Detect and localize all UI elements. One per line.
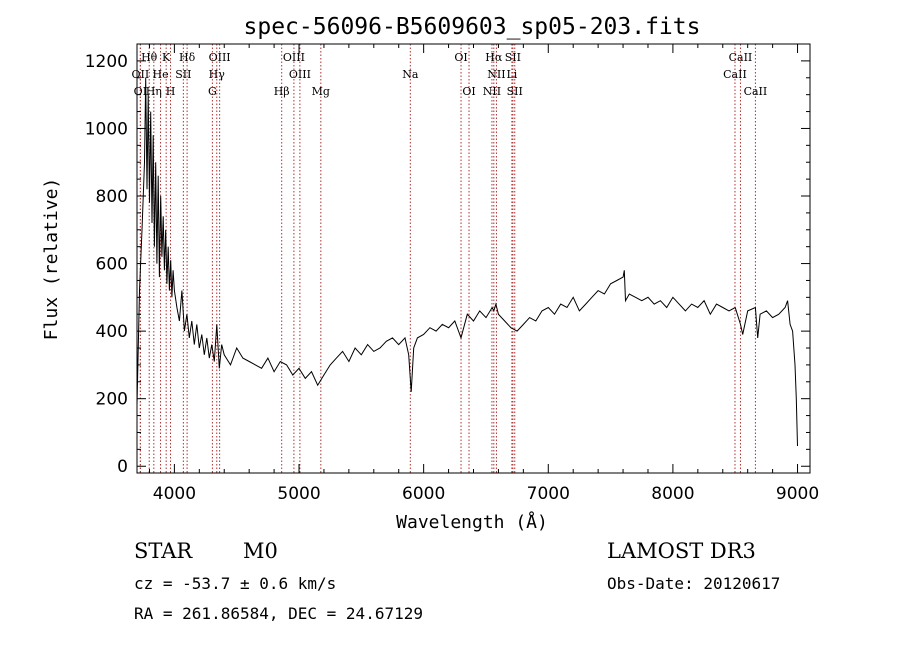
y-tick-label: 1000 [85, 119, 128, 139]
spectral-line-label: Hθ [141, 51, 158, 64]
spectral-line-label: SII [505, 51, 521, 64]
spectral-line-label: Hα [485, 51, 503, 64]
spectral-line-markers [139, 44, 756, 473]
spectral-line-label: OI [462, 85, 475, 98]
spectral-line-label: OII [132, 68, 150, 81]
axis-ticks: 4000 5000 6000 7000 8000 9000 0 200 400 600 800 100… [85, 43, 819, 504]
obs-date: Obs-Date: 20120617 [607, 574, 781, 593]
survey-name: LAMOST DR3 [607, 539, 756, 563]
y-tick-label: 200 [96, 390, 128, 410]
spectral-line-label: OIII [283, 51, 305, 64]
spectral-line-label: Li [506, 68, 517, 81]
y-tick-label: 1200 [85, 52, 128, 72]
spectral-line-label: CaII [729, 51, 753, 64]
spectral-line-label: Hη [146, 85, 162, 98]
spectral-line-label: He [153, 68, 169, 81]
spectral-line-label: G [208, 85, 217, 98]
y-tick-label: 800 [96, 187, 128, 207]
object-class: STAR [134, 539, 193, 563]
x-axis-label: Wavelength (Å) [396, 511, 548, 533]
x-tick-label: 7000 [527, 484, 570, 504]
spectral-line-label: Hδ [179, 51, 196, 64]
plot-frame [136, 43, 811, 474]
x-tick-label: 9000 [776, 484, 819, 504]
spectral-line-label: Mg [312, 85, 330, 98]
spectral-line-label: Na [402, 68, 419, 81]
spectral-line-label: OIII [289, 68, 311, 81]
spectral-line-label: OI [454, 51, 467, 64]
y-tick-label: 0 [117, 457, 128, 477]
chart-title: spec-56096-B5609603_sp05-203.fits [244, 14, 701, 40]
object-subclass: M0 [243, 539, 278, 563]
spectral-line-label: Hβ [274, 85, 290, 98]
spectral-line-label: SII [507, 85, 523, 98]
spectral-line-label: CaII [723, 68, 747, 81]
x-tick-label: 4000 [153, 484, 196, 504]
spectral-line-label: K [162, 51, 171, 64]
spectral-line-label: CaII [744, 85, 768, 98]
spectral-line-label: NII [487, 68, 505, 81]
x-tick-label: 6000 [402, 484, 445, 504]
y-tick-label: 600 [96, 255, 128, 275]
x-tick-label: 8000 [651, 484, 694, 504]
redshift-cz: cz = -53.7 ± 0.6 km/s [134, 574, 337, 593]
y-tick-label: 400 [96, 322, 128, 342]
x-tick-label: 5000 [277, 484, 320, 504]
coordinates: RA = 261.86584, DEC = 24.67129 [134, 604, 423, 623]
spectral-line-label: Hγ [209, 68, 226, 81]
spectral-line-label: H [166, 85, 176, 98]
spectral-line-label: SII [175, 68, 191, 81]
spectral-line-label: NII [483, 85, 501, 98]
flux-series-line [136, 77, 798, 447]
y-axis-label: Flux (relative) [41, 178, 62, 341]
spectral-line-label: OIII [209, 51, 231, 64]
